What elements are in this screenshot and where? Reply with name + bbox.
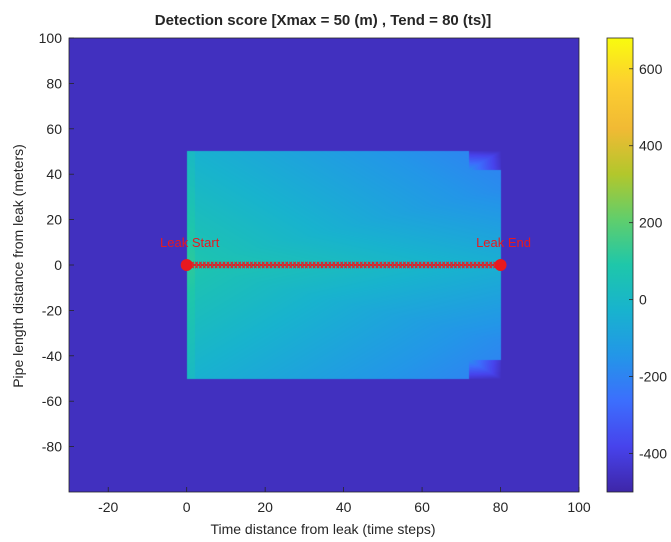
x-tick-label: 0 <box>183 499 191 515</box>
y-axis-ticks: -80 -60 -40 -20 0 20 40 60 80 100 <box>39 30 74 455</box>
colorbar-tick-label: 400 <box>639 138 663 154</box>
colorbar-ticks: -400 -200 0 200 400 600 <box>629 61 667 462</box>
leak-start-label: Leak Start <box>160 235 220 250</box>
x-tick-label: -20 <box>98 499 118 515</box>
x-tick-label: 20 <box>257 499 273 515</box>
y-tick-label: 20 <box>46 212 62 228</box>
y-axis-label: Pipe length distance from leak (meters) <box>10 144 26 388</box>
x-tick-label: 40 <box>336 499 352 515</box>
colorbar-tick-label: -400 <box>639 446 667 462</box>
leak-start-marker <box>180 259 193 271</box>
colorbar-tick-label: 0 <box>639 292 647 308</box>
y-tick-label: 40 <box>46 166 62 182</box>
chart-title: Detection score [Xmax = 50 (m) , Tend = … <box>155 12 492 29</box>
leak-trajectory <box>183 261 505 269</box>
x-tick-label: 80 <box>493 499 509 515</box>
leak-end-marker <box>494 259 507 271</box>
leak-end-label: Leak End <box>476 235 531 250</box>
colorbar-tick-label: 200 <box>639 215 663 231</box>
colorbar-tick-label: 600 <box>639 61 663 77</box>
x-tick-label: 60 <box>414 499 430 515</box>
y-tick-label: 60 <box>46 121 62 137</box>
x-axis-ticks: -20 0 20 40 60 80 100 <box>98 487 591 515</box>
y-tick-label: 80 <box>46 75 62 91</box>
colorbar-tick-label: -200 <box>639 369 667 385</box>
y-tick-label: -60 <box>42 393 62 409</box>
y-tick-label: -80 <box>42 439 62 455</box>
y-tick-label: -40 <box>42 348 62 364</box>
x-axis-label: Time distance from leak (time steps) <box>210 521 435 537</box>
x-tick-label: 100 <box>567 499 591 515</box>
y-tick-label: -20 <box>42 302 62 318</box>
colorbar <box>606 37 634 493</box>
leak-annotations: Leak Start Leak End <box>160 235 531 271</box>
y-tick-label: 0 <box>54 257 62 273</box>
y-tick-label: 100 <box>39 30 63 46</box>
